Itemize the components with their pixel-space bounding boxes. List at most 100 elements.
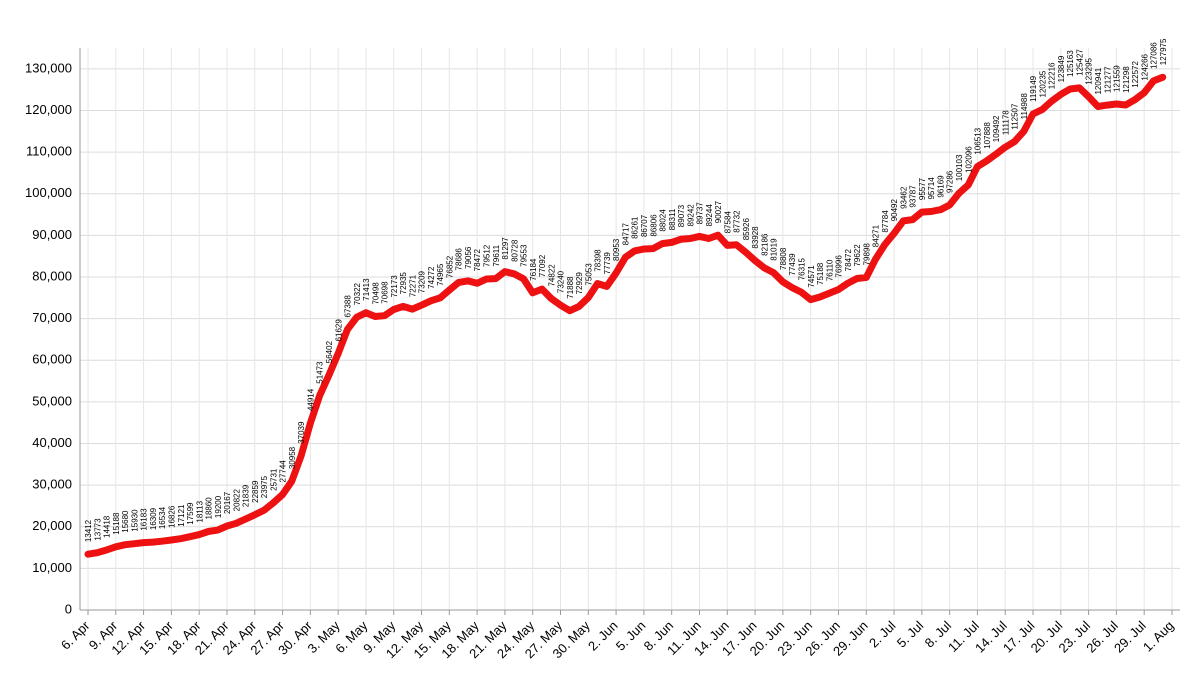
data-label: 127086 [1150,42,1159,69]
data-label: 23975 [260,475,269,498]
data-label: 89242 [686,204,695,227]
data-label: 13412 [84,519,93,542]
data-label: 73209 [418,270,427,293]
y-tick-label: 0 [65,601,72,616]
data-label: 82186 [760,233,769,256]
data-label: 72271 [408,274,417,297]
data-label: 86707 [640,214,649,237]
data-label: 74822 [547,264,556,287]
data-label: 100103 [955,154,964,181]
data-label: 75053 [584,263,593,286]
data-label: 18860 [205,497,214,520]
data-label: 77739 [603,252,612,275]
x-tick-label: 1. Aug [1140,618,1177,655]
data-label: 87584 [723,211,732,234]
data-label: 30958 [288,446,297,469]
data-label: 17599 [186,502,195,525]
data-label: 72935 [399,272,408,295]
y-tick-label: 80,000 [32,268,72,283]
data-label: 78808 [779,247,788,270]
y-tick-label: 50,000 [32,393,72,408]
data-label: 70698 [381,281,390,304]
y-tick-label: 130,000 [25,60,72,75]
data-label: 37039 [297,421,306,444]
data-label: 96169 [936,175,945,198]
data-label: 76184 [529,258,538,281]
data-label: 83928 [751,226,760,249]
data-label: 22859 [251,480,260,503]
data-label: 76110 [825,259,834,281]
data-label: 79512 [483,244,492,267]
data-label: 73240 [557,270,566,293]
x-tick-label: 2. Jul [866,618,899,651]
data-label: 16309 [149,507,158,530]
y-tick-label: 70,000 [32,310,72,325]
data-label: 123849 [1057,55,1066,82]
x-tick-label: 29. Jul [1111,618,1149,656]
data-label: 88024 [659,209,668,232]
data-label: 67388 [344,295,353,318]
data-label: 119149 [1029,75,1038,102]
data-label: 15930 [130,509,139,532]
data-label: 89244 [705,204,714,227]
data-label: 112507 [1011,103,1020,130]
x-tick-label: 5. Jul [894,618,927,651]
x-tick-label: 5. Jun [613,618,649,654]
data-label: 102096 [964,146,973,173]
data-label: 79056 [464,246,473,269]
data-label: 70322 [353,282,362,305]
data-label: 84717 [621,223,630,246]
data-label: 78398 [594,249,603,272]
data-label: 76852 [445,255,454,278]
data-label: 120235 [1038,70,1047,97]
data-label: 111178 [1001,110,1010,135]
data-label: 77092 [538,254,547,277]
data-label: 106513 [974,127,983,154]
data-label: 81297 [501,237,510,260]
data-label: 89737 [696,202,705,225]
data-label: 84271 [872,224,881,247]
data-label: 16534 [158,506,167,529]
data-label: 120941 [1094,67,1103,94]
y-tick-label: 20,000 [32,518,72,533]
data-label: 71413 [362,278,371,301]
data-label: 125163 [1066,50,1075,77]
data-label: 79622 [853,244,862,267]
data-label: 74965 [436,263,445,286]
data-label: 80953 [612,238,621,261]
data-label: 76315 [798,258,807,281]
data-label: 90027 [714,200,723,223]
data-label: 15188 [112,512,121,535]
data-label: 27744 [279,460,288,483]
data-label: 121277 [1103,66,1112,93]
data-label: 74272 [427,266,436,289]
data-label: 75188 [816,262,825,285]
data-label: 87732 [733,210,742,233]
data-label: 88311 [668,208,677,230]
data-label: 14418 [103,515,112,538]
data-label: 121298 [1122,66,1131,93]
x-tick-label: 2. Jun [585,618,621,654]
y-tick-label: 110,000 [26,144,72,159]
data-label: 19200 [214,495,223,518]
data-label: 80728 [510,239,519,262]
data-label: 51473 [316,361,325,384]
data-label: 78686 [455,248,464,271]
data-label: 21839 [242,484,251,507]
data-label: 18113 [195,500,204,522]
data-label: 95577 [918,177,927,200]
data-label: 89073 [677,204,686,227]
data-label: 76996 [835,255,844,278]
data-label: 81019 [770,238,779,261]
y-tick-label: 10,000 [32,560,72,575]
data-label: 109492 [992,115,1001,142]
data-label: 93462 [899,186,908,209]
data-label: 20822 [232,489,241,512]
data-label: 16183 [140,508,149,531]
data-label: 44914 [306,388,315,411]
data-line [84,73,1167,558]
data-label: 122216 [1048,62,1057,89]
data-label: 17121 [177,504,186,527]
data-label: 72929 [575,272,584,295]
